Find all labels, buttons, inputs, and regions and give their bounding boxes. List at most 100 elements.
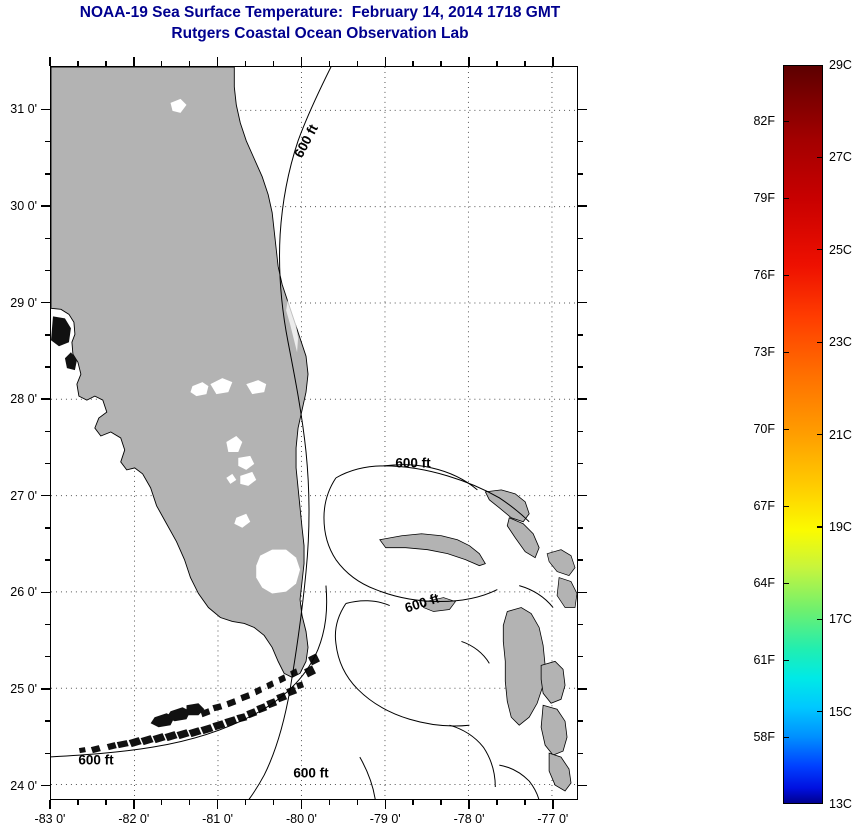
axis-tick-y-minor-right [578, 462, 583, 465]
axis-tick-y-right [578, 591, 587, 594]
axis-tick-y-right [578, 301, 587, 304]
axis-label-latitude: 25 0' [10, 681, 37, 696]
axis-tick-y-minor-right [578, 237, 583, 239]
colorbar-label-fahrenheit: 67F [753, 499, 775, 514]
map-canvas [51, 67, 577, 799]
land-polygons [51, 67, 577, 792]
axis-label-latitude: 28 0' [10, 392, 37, 407]
axis-label-latitude: 30 0' [10, 199, 37, 214]
colorbar-label-fahrenheit: 64F [753, 576, 775, 591]
colorbar-label-celsius: 13C [829, 797, 852, 811]
colorbar-label-celsius: 15C [829, 704, 852, 719]
axis-tick-x-minor [524, 800, 526, 805]
colorbar-tick-fahrenheit [783, 505, 789, 508]
axis-tick-y-minor [45, 366, 50, 368]
axis-tick-x-top [384, 57, 386, 66]
colorbar-label-fahrenheit: 79F [753, 191, 775, 206]
map-panel[interactable]: 600 ft 600 ft 600 ft 600 ft 600 ft [50, 66, 578, 800]
axis-tick-x-minor-top [524, 61, 526, 66]
axis-tick-x-top [552, 57, 554, 66]
map-clip: 600 ft 600 ft 600 ft 600 ft 600 ft [51, 67, 577, 799]
colorbar[interactable] [783, 65, 823, 804]
axis-label-latitude: 24 0' [10, 778, 37, 793]
axis-tick-y [41, 495, 50, 497]
axis-tick-y-minor [45, 430, 50, 433]
axis-tick-y-minor-right [578, 752, 583, 754]
axis-label-longitude: -78 0' [453, 812, 485, 826]
axis-tick-x-minor [272, 800, 275, 805]
axis-tick-y-minor-right [578, 656, 583, 658]
axis-tick-y-minor [45, 527, 50, 529]
colorbar-tick-fahrenheit [783, 274, 789, 277]
land-bahamas-north [379, 489, 540, 567]
colorbar-label-celsius: 17C [829, 612, 852, 627]
axis-tick-y [41, 784, 50, 787]
colorbar-tick-fahrenheit [783, 197, 789, 200]
axis-tick-y-minor [45, 334, 50, 336]
axis-tick-y-right [578, 108, 587, 111]
axis-tick-x-top [216, 57, 219, 66]
colorbar-gradient [784, 66, 822, 803]
axis-tick-y-minor-right [578, 140, 583, 143]
axis-tick-y [41, 591, 50, 594]
axis-tick-x [49, 800, 51, 809]
axis-tick-y-minor-right [578, 430, 583, 433]
colorbar-label-fahrenheit: 76F [753, 268, 775, 283]
colorbar-label-celsius: 19C [829, 519, 852, 534]
colorbar-label-celsius: 27C [829, 150, 852, 165]
contour-600ft-lines [51, 67, 554, 799]
land-bahamas-cays [423, 549, 577, 612]
colorbar-label-fahrenheit: 61F [753, 653, 775, 668]
axis-tick-y-minor [45, 269, 50, 272]
axis-tick-y-right [578, 495, 587, 497]
axis-tick-x-minor-top [356, 61, 358, 66]
axis-tick-x-minor-top [161, 61, 163, 66]
axis-tick-x [552, 800, 554, 809]
colorbar-tick-celsius [817, 618, 823, 620]
colorbar-tick-celsius [817, 341, 823, 343]
axis-tick-x-minor-top [77, 61, 79, 66]
axis-label-longitude: -82 0' [118, 812, 150, 826]
axis-tick-x [384, 800, 386, 809]
axis-tick-x-minor [105, 800, 107, 805]
axis-tick-x [216, 800, 219, 809]
colorbar-tick-celsius [817, 156, 823, 159]
axis-tick-y-minor [45, 656, 50, 658]
colorbar-label-celsius: 29C [829, 58, 852, 72]
axis-tick-x-minor [356, 800, 358, 805]
axis-tick-y-minor [45, 140, 50, 143]
colorbar-tick-celsius [817, 249, 823, 251]
colorbar-label-celsius: 23C [829, 335, 852, 350]
land-lake-okeechobee [256, 549, 301, 594]
axis-tick-x-minor [244, 800, 247, 805]
axis-label-longitude: -81 0' [202, 812, 234, 826]
axis-tick-x-minor [496, 800, 498, 805]
axis-tick-x-minor-top [188, 61, 191, 66]
colorbar-tick-fahrenheit [783, 736, 789, 738]
axis-tick-y [41, 688, 50, 690]
land-indian-river-lagoon [286, 298, 299, 353]
title-block: NOAA-19 Sea Surface Temperature: Februar… [0, 0, 640, 44]
page-subtitle: Rutgers Coastal Ocean Observation Lab [171, 25, 469, 42]
axis-tick-y-right [578, 398, 587, 400]
colorbar-label-fahrenheit: 82F [753, 114, 775, 129]
colorbar-tick-fahrenheit [783, 582, 789, 585]
axis-tick-x-minor-top [328, 61, 331, 66]
axis-tick-y-minor [45, 720, 50, 722]
axis-tick-x-minor-top [440, 61, 442, 66]
colorbar-label-fahrenheit: 70F [753, 422, 775, 437]
axis-tick-y-right [578, 205, 587, 207]
axis-tick-y-minor [45, 559, 50, 561]
colorbar-tick-celsius [817, 711, 823, 713]
page-title: NOAA-19 Sea Surface Temperature: Februar… [79, 4, 561, 21]
colorbar-tick-fahrenheit [783, 428, 789, 431]
axis-label-latitude: 29 0' [10, 295, 37, 310]
colorbar-label-celsius: 21C [829, 427, 852, 442]
axis-tick-y-minor-right [578, 366, 583, 368]
axis-tick-x-top [300, 57, 303, 66]
axis-tick-x-minor-top [105, 61, 107, 66]
land-inland-lakes [170, 98, 267, 528]
axis-tick-y [41, 301, 50, 304]
axis-label-latitude: 27 0' [10, 488, 37, 503]
axis-tick-x-top [49, 57, 51, 66]
